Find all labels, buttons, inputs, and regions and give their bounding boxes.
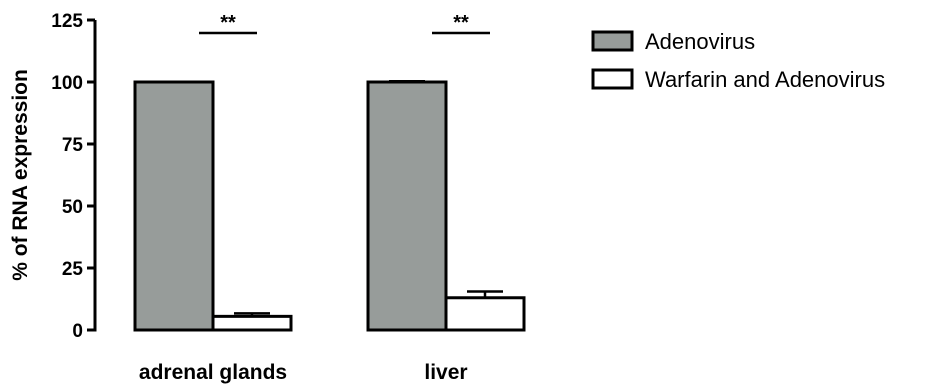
y-tick-label: 125 [51,11,83,32]
legend-swatch [591,30,634,52]
bar-adenovirus-1 [366,80,448,332]
legend: Adenovirus Warfarin and Adenovirus [591,29,885,92]
y-axis-title: % of RNA expression [9,69,32,281]
bars [133,80,526,332]
category-label: adrenal glands [139,361,287,384]
y-ticks: 0 25 50 75 100 125 [51,11,95,342]
y-axis-title-group: % of RNA expression [9,69,32,281]
bar-warfarin-adenovirus-0 [211,314,293,332]
significance-markers: ** ** [199,12,490,35]
legend-label: Warfarin and Adenovirus [645,67,885,92]
y-tick-label: 50 [62,197,83,218]
y-tick-label: 0 [72,321,83,342]
y-tick-label: 75 [62,135,84,156]
legend-label: Adenovirus [645,29,755,54]
bar-adenovirus-0 [133,80,215,332]
y-tick-label: 25 [62,259,84,280]
bar-warfarin-adenovirus-1 [444,296,526,332]
error-bars [234,80,503,317]
category-labels: adrenal glands liver [139,361,468,384]
legend-swatch [591,68,634,90]
y-tick-label: 100 [51,73,83,94]
significance-label: ** [453,12,469,34]
significance-label: ** [220,12,236,34]
category-label: liver [424,361,467,384]
